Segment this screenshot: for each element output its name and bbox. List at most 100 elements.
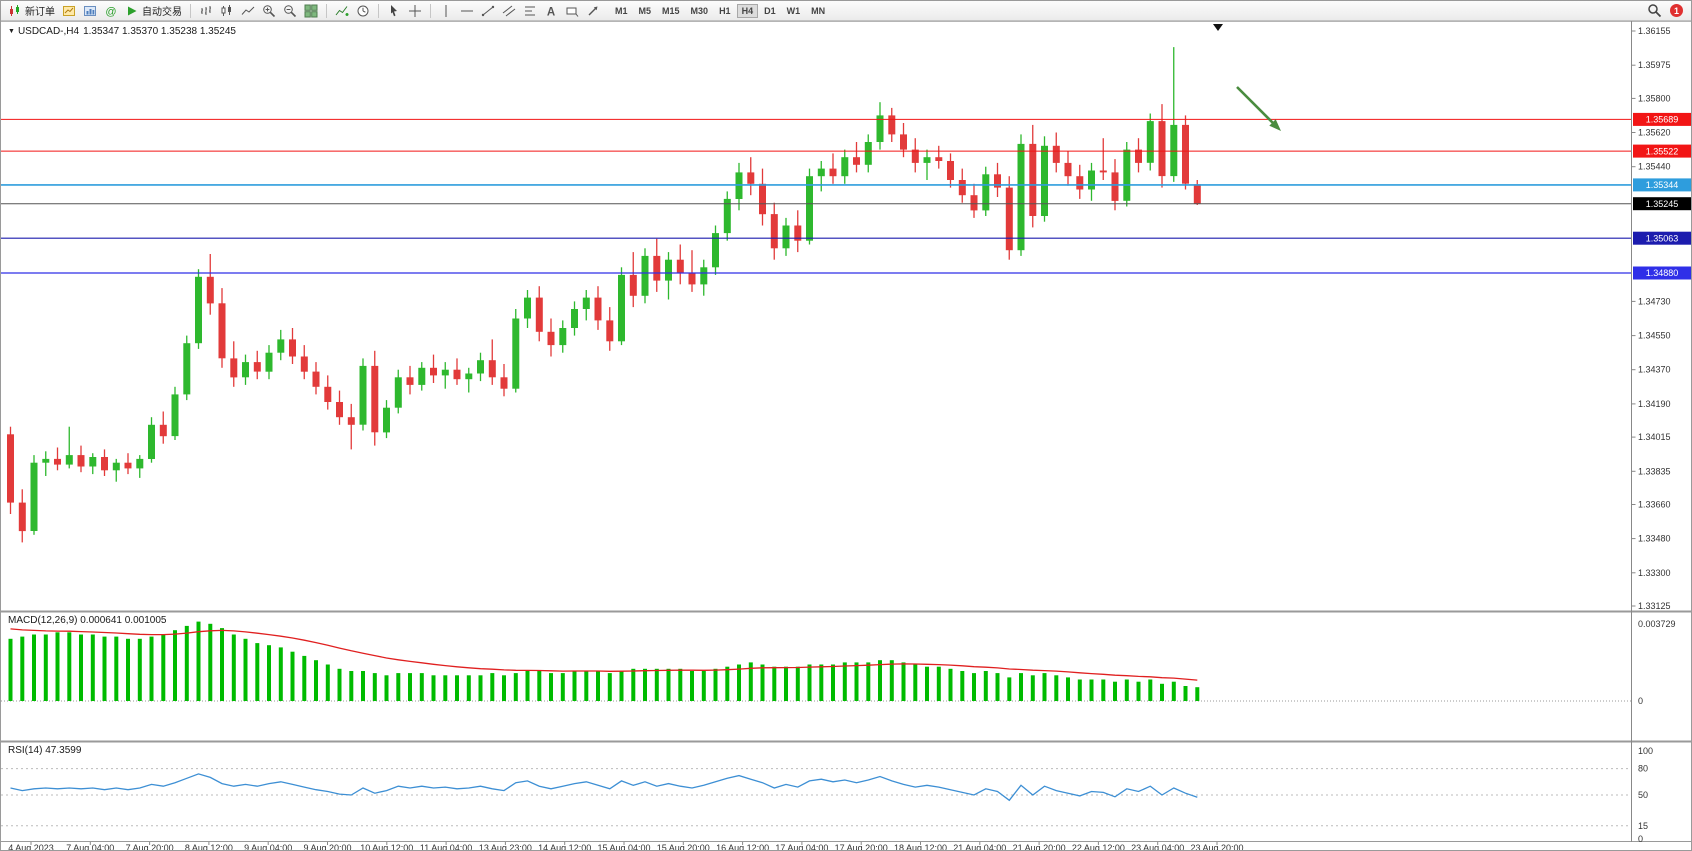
candle-body [1193, 184, 1201, 204]
chart-shift-marker[interactable] [1213, 24, 1223, 31]
new-order-button[interactable]: 新订单 [5, 2, 58, 20]
rsi-axis-label: 100 [1638, 746, 1653, 756]
timeframe-button-D1[interactable]: D1 [759, 4, 781, 18]
time-axis-label: 9 Aug 04:00 [244, 843, 292, 851]
candle-body [312, 371, 320, 387]
timeframe-button-M5[interactable]: M5 [634, 4, 657, 18]
notification-badge[interactable]: 1 [1670, 4, 1683, 17]
time-axis-label: 14 Aug 12:00 [538, 843, 591, 851]
macd-histogram-bar [513, 673, 518, 701]
macd-histogram-bar [314, 660, 318, 701]
price-line-label[interactable] [1633, 231, 1691, 245]
autotrade-button[interactable]: 自动交易 [122, 2, 185, 20]
macd-histogram-bar [32, 634, 36, 701]
text-button[interactable]: A [541, 2, 561, 20]
candle-body [183, 343, 191, 395]
candle-body [1088, 170, 1095, 190]
time-axis-label: 21 Aug 04:00 [953, 843, 1006, 851]
candle-body [488, 360, 496, 378]
candle-body [136, 458, 144, 469]
candle-body [606, 320, 614, 342]
candle-body [89, 457, 97, 467]
candle-body [394, 377, 402, 408]
macd-histogram-bar [302, 655, 307, 701]
macd-histogram-bar [866, 662, 871, 701]
macd-histogram-bar [466, 675, 471, 701]
macd-values: 0.000641 0.001005 [80, 615, 167, 626]
candle-body [524, 297, 531, 319]
macd-histogram-bar [537, 671, 542, 701]
candle-body [618, 274, 625, 342]
cursor-button[interactable] [384, 2, 404, 20]
price-tick-label: 1.34550 [1638, 331, 1671, 341]
price-tick-label: 1.34370 [1638, 365, 1671, 375]
equidistant-channel-icon [502, 5, 516, 16]
arrow-tool-button[interactable] [583, 2, 603, 20]
macd-histogram-bar [67, 632, 72, 701]
candle-body [888, 115, 896, 135]
search-button[interactable] [1644, 2, 1665, 20]
autotrade-play-icon [128, 6, 137, 15]
chart-menu-icon[interactable]: ▼ [8, 28, 15, 35]
candle-body [1052, 145, 1060, 163]
channel-button[interactable] [499, 2, 519, 20]
candle-body [782, 225, 790, 249]
tile-windows-button[interactable] [301, 2, 321, 20]
timeframe-button-H4[interactable]: H4 [736, 3, 759, 18]
trendline-button[interactable] [478, 2, 498, 20]
timeframe-button-M1[interactable]: M1 [610, 4, 633, 18]
macd-histogram-bar [478, 675, 483, 701]
candle-body [700, 267, 708, 285]
price-line-label[interactable] [1633, 178, 1691, 192]
fibonacci-button[interactable] [520, 2, 540, 20]
horizontal-line-button[interactable] [457, 2, 477, 20]
expert-advisors-button[interactable]: @ [101, 2, 121, 20]
bar-chart-button[interactable] [196, 2, 216, 20]
macd-histogram-bar [102, 636, 107, 701]
timeframe-button-MN[interactable]: MN [806, 4, 830, 18]
new-chart-button[interactable] [59, 2, 79, 20]
macd-histogram-bar [1054, 675, 1059, 701]
macd-histogram-bar [760, 664, 765, 701]
periods-button[interactable] [353, 2, 373, 20]
zoom-in-button[interactable] [259, 2, 279, 20]
crosshair-button[interactable] [405, 2, 425, 20]
candlestick-chart-button[interactable] [217, 2, 237, 20]
macd-histogram-bar [725, 666, 730, 701]
candle-body [559, 328, 567, 346]
macd-histogram-bar [361, 671, 365, 701]
price-line-label[interactable] [1633, 266, 1691, 280]
timeframe-button-M30[interactable]: M30 [686, 4, 714, 18]
price-line-label-text: 1.35063 [1646, 233, 1679, 243]
profiles-button[interactable] [80, 2, 100, 20]
macd-histogram-bar [8, 638, 13, 701]
trend-arrow-annotation[interactable] [1236, 86, 1281, 131]
current-price-label[interactable] [1633, 197, 1691, 211]
horizontal-line-icon [461, 10, 473, 11]
candle-body [324, 386, 332, 402]
price-tick-label: 1.35440 [1638, 162, 1671, 172]
candle-body [359, 365, 367, 425]
candle-body [1111, 172, 1119, 201]
candle-body [594, 297, 602, 321]
vertical-line-button[interactable] [436, 2, 456, 20]
price-line-label-text: 1.35344 [1646, 180, 1679, 190]
indicators-button[interactable] [332, 2, 352, 20]
candle-body [712, 233, 719, 268]
timeframe-toolbar: M1 M5 M15 M30 H1 H4 D1 W1 MN [610, 3, 830, 18]
price-line-label[interactable] [1633, 144, 1691, 158]
candle-body [1158, 121, 1166, 177]
candle-body [441, 369, 449, 376]
timeframe-button-W1[interactable]: W1 [782, 4, 806, 18]
candle-body [218, 303, 226, 359]
price-line-label[interactable] [1633, 112, 1691, 126]
macd-histogram-bar [243, 638, 248, 701]
text-label-button[interactable] [562, 2, 582, 20]
timeframe-button-M15[interactable]: M15 [657, 4, 685, 18]
time-axis-label: 15 Aug 04:00 [597, 843, 650, 851]
zoom-out-button[interactable] [280, 2, 300, 20]
timeframe-button-H1[interactable]: H1 [714, 4, 736, 18]
line-chart-button[interactable] [238, 2, 258, 20]
macd-histogram-bar [1195, 687, 1200, 701]
